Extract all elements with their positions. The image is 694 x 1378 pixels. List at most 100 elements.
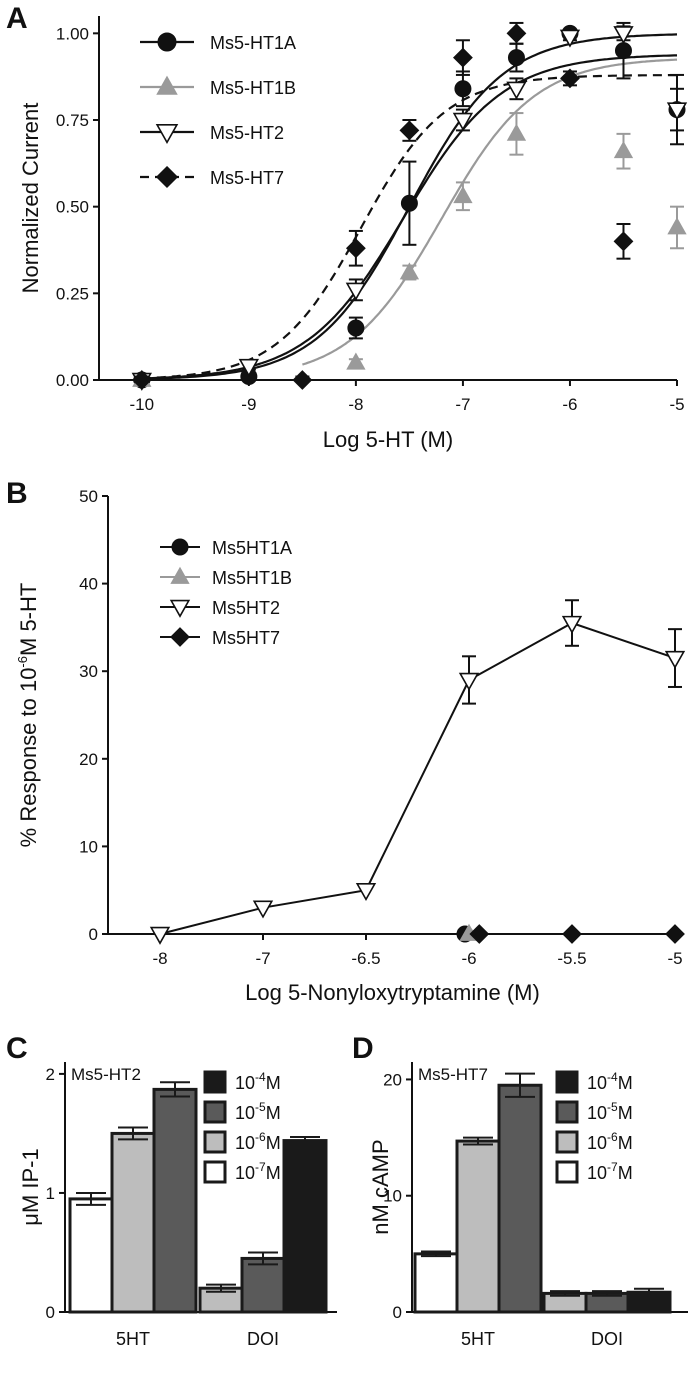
y-tick-label: 10 bbox=[383, 1187, 402, 1206]
y-axis-title-part: % Response to 10 bbox=[16, 668, 41, 848]
fit-curve-ms5-ht1b bbox=[302, 58, 678, 366]
antagonist-chart-b: 0 10 20 30 40 50 -8 -7 -6.5 -6 -5.5 -5 Log 5-Nonylox… bbox=[15, 487, 686, 1005]
legend-label: Ms5HT1B bbox=[212, 568, 292, 588]
y-tick-label: 0 bbox=[89, 925, 98, 944]
data-point-ms5-ht7 bbox=[453, 47, 473, 68]
panel-label-c: C bbox=[6, 1032, 28, 1065]
legend-label: Ms5-HT1B bbox=[210, 78, 296, 98]
y-axis-title: Normalized Current bbox=[18, 103, 43, 294]
legend-label-exponent: -4 bbox=[255, 1070, 266, 1084]
receptor-label: Ms5-HT2 bbox=[71, 1065, 141, 1084]
legend-label-exponent: -5 bbox=[255, 1100, 266, 1114]
legend-label-exponent: -6 bbox=[255, 1130, 266, 1144]
error-bar bbox=[248, 1251, 278, 1266]
data-point-ms5-ht7 bbox=[131, 370, 152, 390]
legend-swatch bbox=[203, 1130, 227, 1154]
legend-label: 10-7M bbox=[587, 1160, 633, 1183]
y-tick-label: 0.00 bbox=[56, 371, 89, 390]
x-tick-label: -7 bbox=[255, 949, 270, 968]
x-tick-label: -8 bbox=[348, 395, 363, 414]
y-tick-label: 1 bbox=[46, 1184, 55, 1203]
legend-swatch bbox=[555, 1130, 579, 1154]
legend-marker bbox=[171, 538, 189, 556]
legend-label-unit: M bbox=[618, 1103, 633, 1123]
data-point-ms5-ht7 bbox=[399, 120, 420, 141]
legend-swatch bbox=[555, 1070, 579, 1094]
data-point-ms5-ht7 bbox=[613, 231, 634, 252]
legend-label-exponent: -4 bbox=[607, 1070, 618, 1084]
error-bar bbox=[505, 1072, 535, 1098]
legend-marker bbox=[170, 627, 190, 647]
legend-swatch bbox=[203, 1160, 227, 1184]
receptor-label: Ms5-HT7 bbox=[418, 1065, 488, 1084]
x-tick-label: -10 bbox=[130, 395, 155, 414]
x-tick-label: -6.5 bbox=[351, 949, 380, 968]
y-tick-label: 0 bbox=[393, 1303, 402, 1322]
legend-label-unit: M bbox=[266, 1073, 281, 1093]
legend-label: 10-6M bbox=[235, 1130, 281, 1153]
data-point-ms5ht7 bbox=[469, 924, 490, 944]
legend-label-unit: M bbox=[266, 1103, 281, 1123]
legend-swatch bbox=[203, 1070, 227, 1094]
legend-label-unit: M bbox=[266, 1163, 281, 1183]
legend-label-base: 10 bbox=[587, 1163, 607, 1183]
error-bar bbox=[206, 1283, 236, 1293]
legend-label: 10-5M bbox=[235, 1100, 281, 1123]
bar-5ht-1e-5 bbox=[497, 1083, 543, 1314]
bar-5ht-1e-6 bbox=[455, 1139, 501, 1314]
x-axis-title: Log 5-HT (M) bbox=[323, 427, 453, 452]
legend-label: 10-5M bbox=[587, 1100, 633, 1123]
data-point-ms5-ht1b bbox=[399, 262, 420, 280]
legend-marker bbox=[169, 599, 191, 618]
legend-marker bbox=[170, 566, 190, 584]
bar-5ht-1e-7 bbox=[68, 1197, 114, 1314]
data-point-ms5-ht2 bbox=[506, 81, 527, 100]
data-point-ms5-ht1a bbox=[614, 42, 632, 60]
category-label: DOI bbox=[247, 1329, 279, 1349]
legend-marker bbox=[156, 75, 178, 95]
legend-label-unit: M bbox=[266, 1133, 281, 1153]
bar-5ht-1e-7 bbox=[413, 1252, 459, 1314]
x-tick-label: -9 bbox=[241, 395, 256, 414]
category-label: DOI bbox=[591, 1329, 623, 1349]
x-tick-label: -5 bbox=[669, 395, 684, 414]
legend-label-unit: M bbox=[618, 1133, 633, 1153]
legend-label: Ms5HT1A bbox=[212, 538, 292, 558]
legend-swatch bbox=[203, 1100, 227, 1124]
y-tick-label: 40 bbox=[79, 575, 98, 594]
legend-label: Ms5HT7 bbox=[212, 628, 280, 648]
legend-label-unit: M bbox=[618, 1073, 633, 1093]
category-label: 5HT bbox=[461, 1329, 495, 1349]
data-point-ms5ht2 bbox=[252, 900, 274, 919]
legend-label: Ms5HT2 bbox=[212, 598, 280, 618]
legend-label: 10-4M bbox=[587, 1070, 633, 1093]
y-tick-label: 0.25 bbox=[56, 284, 89, 303]
bar-5ht-1e-6 bbox=[110, 1131, 156, 1314]
y-axis-title: nM cAMP bbox=[368, 1139, 393, 1234]
bar-doi-1e-5 bbox=[240, 1256, 286, 1314]
legend-swatch bbox=[555, 1100, 579, 1124]
error-bar bbox=[421, 1250, 451, 1258]
data-point-ms5-ht1b bbox=[506, 123, 527, 141]
data-point-ms5-ht1b bbox=[667, 217, 687, 235]
data-point-ms5-ht2 bbox=[613, 26, 634, 45]
bar-5ht-1e-5 bbox=[152, 1087, 198, 1314]
legend-label: 10-6M bbox=[587, 1130, 633, 1153]
legend-label-unit: M bbox=[618, 1163, 633, 1183]
data-point-ms5-ht7 bbox=[560, 68, 580, 89]
legend-label-base: 10 bbox=[587, 1073, 607, 1093]
error-bar bbox=[463, 1136, 493, 1146]
error-bar bbox=[550, 1290, 580, 1297]
error-bar bbox=[76, 1191, 106, 1206]
error-bar bbox=[118, 1126, 148, 1141]
legend-label-base: 10 bbox=[235, 1133, 255, 1153]
data-point-ms5-ht1a bbox=[507, 49, 525, 67]
x-tick-label: -8 bbox=[152, 949, 167, 968]
error-bar bbox=[290, 1136, 320, 1146]
y-tick-label: 10 bbox=[79, 837, 98, 856]
data-point-ms5-ht1b bbox=[453, 186, 473, 204]
panel-label-b: B bbox=[6, 477, 28, 510]
data-point-ms5-ht2 bbox=[666, 102, 688, 121]
